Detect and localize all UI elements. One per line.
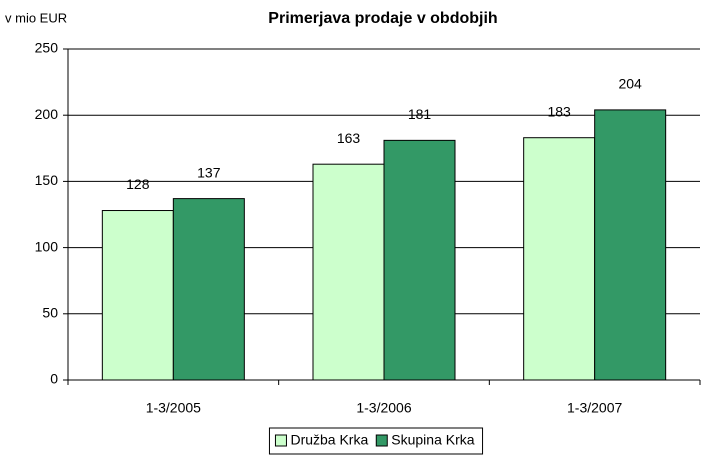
y-tick-label: 200 [35, 106, 59, 122]
legend-swatch [274, 434, 287, 447]
x-tick-label: 1-3/2006 [356, 400, 411, 416]
data-label: 204 [618, 76, 642, 92]
y-tick-label: 100 [35, 238, 59, 254]
data-label: 163 [337, 130, 361, 146]
y-axis-label: v mio EUR [5, 10, 67, 25]
y-tick-label: 250 [35, 40, 59, 56]
legend-swatch [375, 434, 388, 447]
legend-label: Družba Krka [290, 432, 368, 448]
bar [523, 137, 596, 381]
legend-label: Skupina Krka [391, 432, 474, 448]
chart-title: Primerjava prodaje v obdobjih [268, 10, 497, 27]
bar [172, 198, 245, 381]
y-tick-label: 50 [42, 305, 58, 321]
data-label: 183 [547, 103, 571, 119]
y-tick-label: 150 [35, 172, 59, 188]
bar [383, 139, 456, 381]
y-tick-label: 0 [50, 371, 58, 387]
bar [594, 109, 667, 381]
data-label: 137 [197, 164, 221, 180]
x-tick-label: 1-3/2005 [146, 400, 201, 416]
bar [312, 163, 385, 381]
x-tick-label: 1-3/2007 [567, 400, 622, 416]
data-label: 181 [408, 106, 432, 122]
bar [101, 210, 174, 381]
data-label: 128 [126, 176, 150, 192]
